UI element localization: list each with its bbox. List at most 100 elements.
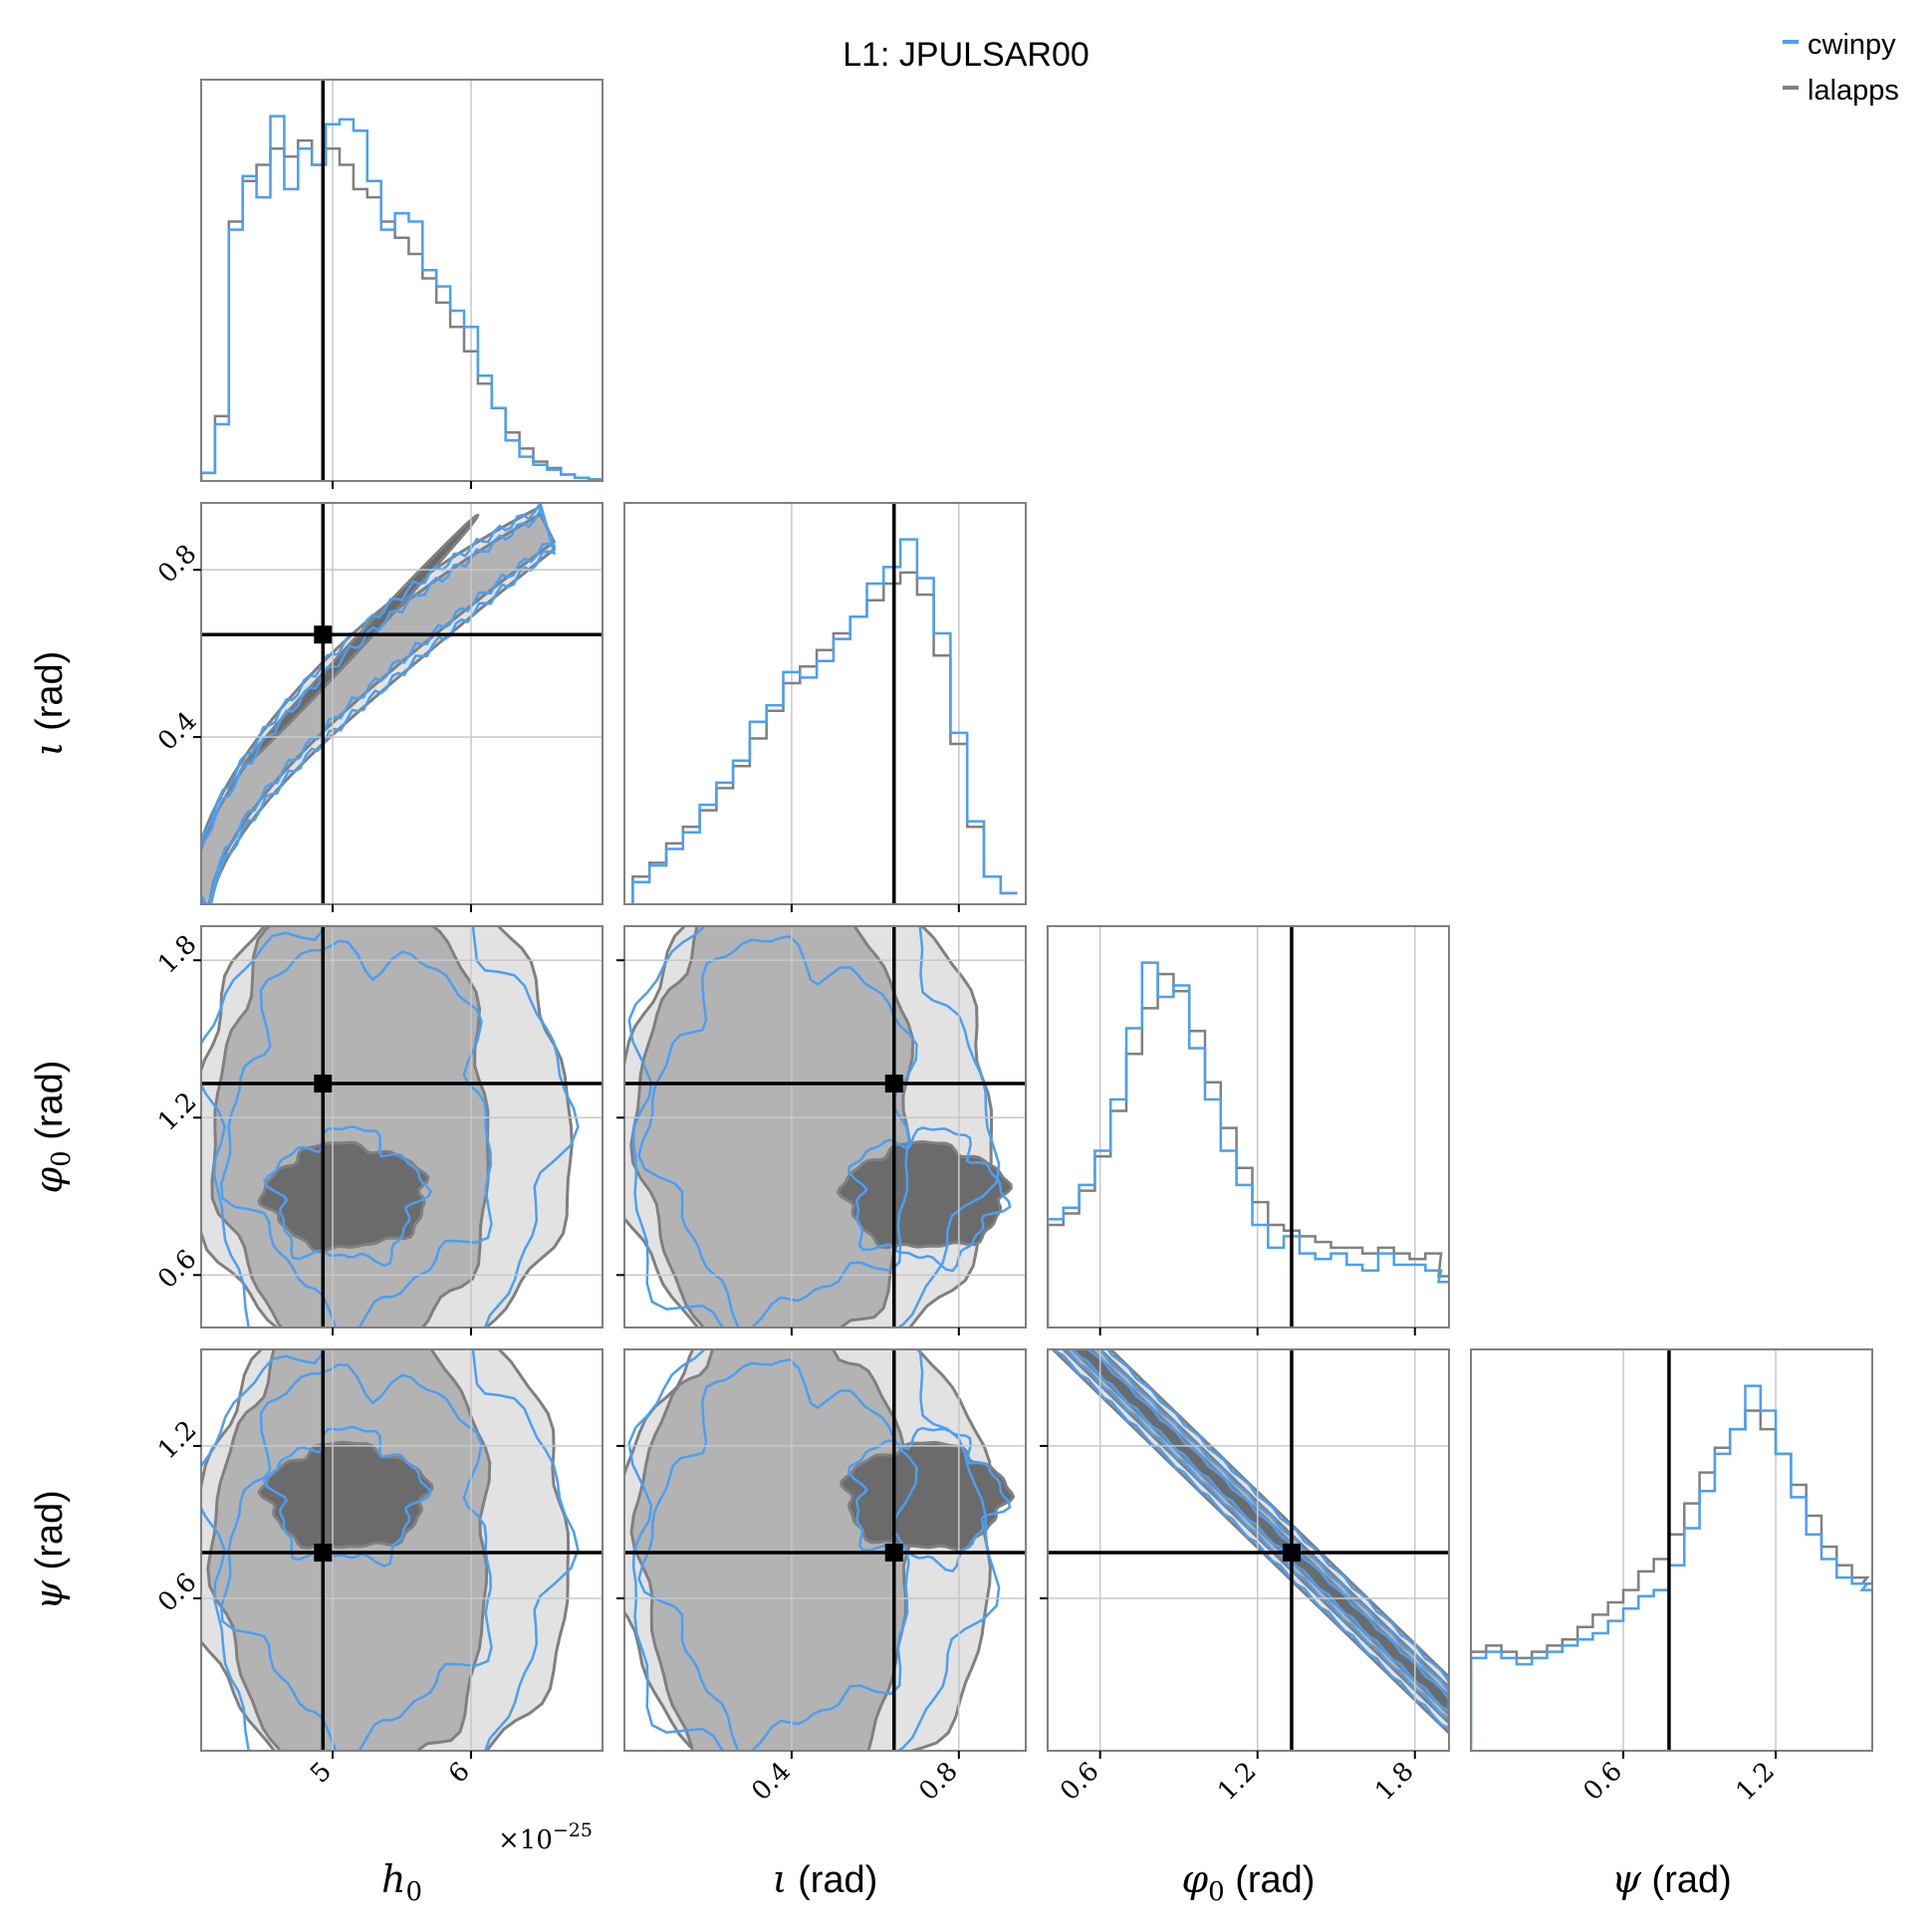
x-offset-text: ×10−25 [498,1819,593,1855]
ytick-label-phi0-1: 1.2 [152,1087,202,1136]
scatter-h0-psi-frame [200,1348,604,1752]
ylabel-phi0-unit: (rad) [29,1061,71,1151]
scatter-panel-h0-psi [193,1348,604,1759]
x-offset-base: ×10 [498,1825,553,1855]
contour-cwinpy-0 [1052,1349,1449,1731]
ytick-label-psi-0: 0.6 [152,1568,202,1617]
hist-panel-phi0 [1047,925,1450,1335]
scatter-panel-iota-psi [616,1348,1027,1759]
scatter-phi0-psi-frame [1047,1348,1450,1752]
contour-cwinpy-0 [201,1349,580,1751]
contour-cwinpy-0 [627,1349,1001,1751]
scatter-iota-psi-frame [623,1348,1027,1752]
scatter-h0-iota-frame [200,502,604,905]
xlabel-iota-unit: (rad) [788,1859,878,1901]
hist-cwinpy-phi0 [1048,961,1449,1328]
contour-cwinpy-1 [1065,1349,1449,1720]
xlabel-phi0: φ0 (rad) [1182,1857,1316,1907]
hist-cwinpy-h0 [201,115,603,481]
ylabel-psi-unit: (rad) [29,1490,71,1580]
xlabel-iota-symbol: ι [773,1857,788,1901]
hist-panel-iota [623,502,1027,912]
injection-marker-h0-iota [314,625,333,644]
hist-lalapps-h0 [201,138,603,481]
injection-marker-iota-psi [884,1544,903,1563]
ytick-label-phi0-2: 1.8 [152,929,202,979]
hist-lalapps-iota [631,571,1018,904]
hist-lalapps-psi [1471,1409,1872,1751]
hist-panel-h0 [200,79,604,489]
xtick-label-h0-1: 6 [443,1757,476,1790]
xtick-label-iota-0: 0.4 [746,1757,796,1807]
scatter-iota-phi0-frame [623,925,1027,1328]
ytick-label-phi0-0: 0.6 [152,1244,202,1294]
xtick-label-psi-1: 1.2 [1731,1757,1781,1807]
scatter-panel-h0-phi0 [193,925,604,1335]
ytick-label-psi-1: 1.2 [152,1415,202,1465]
xtick-label-phi0-2: 1.8 [1369,1757,1419,1807]
ylabel-phi0-subscript: 0 [47,1150,77,1167]
ylabel-iota-symbol: ι [27,741,71,756]
ylabel-iota: ι (rad) [27,651,71,757]
contour-cwinpy-1 [637,934,918,1328]
injection-marker-phi0-psi [1282,1544,1301,1563]
xlabel-h0: h0 [381,1857,422,1907]
xlabel-iota: ι (rad) [773,1857,878,1901]
xlabel-phi0-unit: (rad) [1225,1859,1316,1901]
xtick-label-phi0-0: 0.6 [1055,1757,1104,1807]
contour-cwinpy-2 [1072,1349,1449,1713]
contour-lalapps-2 [257,1140,430,1254]
hist-cwinpy-psi [1471,1384,1872,1751]
xlabel-h0-subscript: 0 [405,1877,422,1907]
ylabel-phi0-symbol: φ [27,1166,71,1193]
injection-marker-h0-psi [314,1544,333,1563]
hist-panel-psi [1470,1348,1873,1759]
contour-cwinpy-1 [637,1357,918,1751]
xlabel-psi: ψ (rad) [1611,1857,1732,1901]
injection-marker-h0-phi0 [314,1075,333,1093]
xtick-label-psi-0: 0.6 [1578,1757,1628,1807]
ylabel-phi0: φ0 (rad) [27,1061,77,1194]
plot-title: L1: JPULSAR00 [843,36,1089,74]
xlabel-psi-unit: (rad) [1641,1859,1732,1901]
xlabel-phi0-subscript: 0 [1208,1877,1225,1907]
ytick-label-iota-1: 0.8 [152,539,202,589]
contour-lalapps-2 [836,1139,1013,1250]
legend-label-lalapps: lalapps [1808,75,1899,107]
scatter-panel-phi0-psi [1040,1348,1450,1759]
contour-cwinpy-2 [262,1426,433,1568]
contour-cwinpy-0 [201,926,580,1328]
legend-label-cwinpy: cwinpy [1808,29,1896,61]
scatter-panel-h0-iota [193,502,604,912]
contour-cwinpy-1 [219,939,493,1328]
contour-cwinpy-2 [262,1125,433,1268]
contour-lalapps-2 [840,1440,1016,1552]
contour-cwinpy-1 [219,1362,493,1751]
xtick-label-phi0-1: 1.2 [1212,1757,1262,1807]
panels-group [193,79,1873,1759]
hist-phi0-frame [1047,925,1450,1328]
hist-iota-frame [623,502,1027,905]
scatter-h0-phi0-frame [200,925,604,1328]
xlabel-phi0-symbol: φ [1182,1857,1209,1901]
legend: cwinpy lalapps [1783,29,1899,107]
ytick-label-iota-0: 0.4 [152,706,202,756]
injection-marker-iota-phi0 [884,1075,903,1093]
contour-cwinpy-0 [201,503,557,904]
contour-cwinpy-2 [846,1126,1012,1273]
contour-lalapps-1 [206,1349,492,1751]
hist-cwinpy-iota [631,538,1018,904]
ylabel-psi-symbol: ψ [27,1579,71,1610]
xtick-label-h0-0: 5 [305,1757,338,1790]
hist-psi-frame [1470,1348,1873,1752]
xlabel-psi-symbol: ψ [1611,1857,1642,1901]
ylabel-psi: ψ (rad) [27,1490,71,1610]
xlabel-h0-symbol: h [381,1857,405,1901]
contour-cwinpy-0 [627,926,1001,1328]
contour-lalapps-1 [201,512,557,904]
xtick-label-iota-1: 0.8 [913,1757,963,1807]
ylabel-iota-unit: (rad) [29,651,71,742]
scatter-panel-iota-phi0 [616,925,1027,1335]
hist-h0-frame [200,79,604,482]
